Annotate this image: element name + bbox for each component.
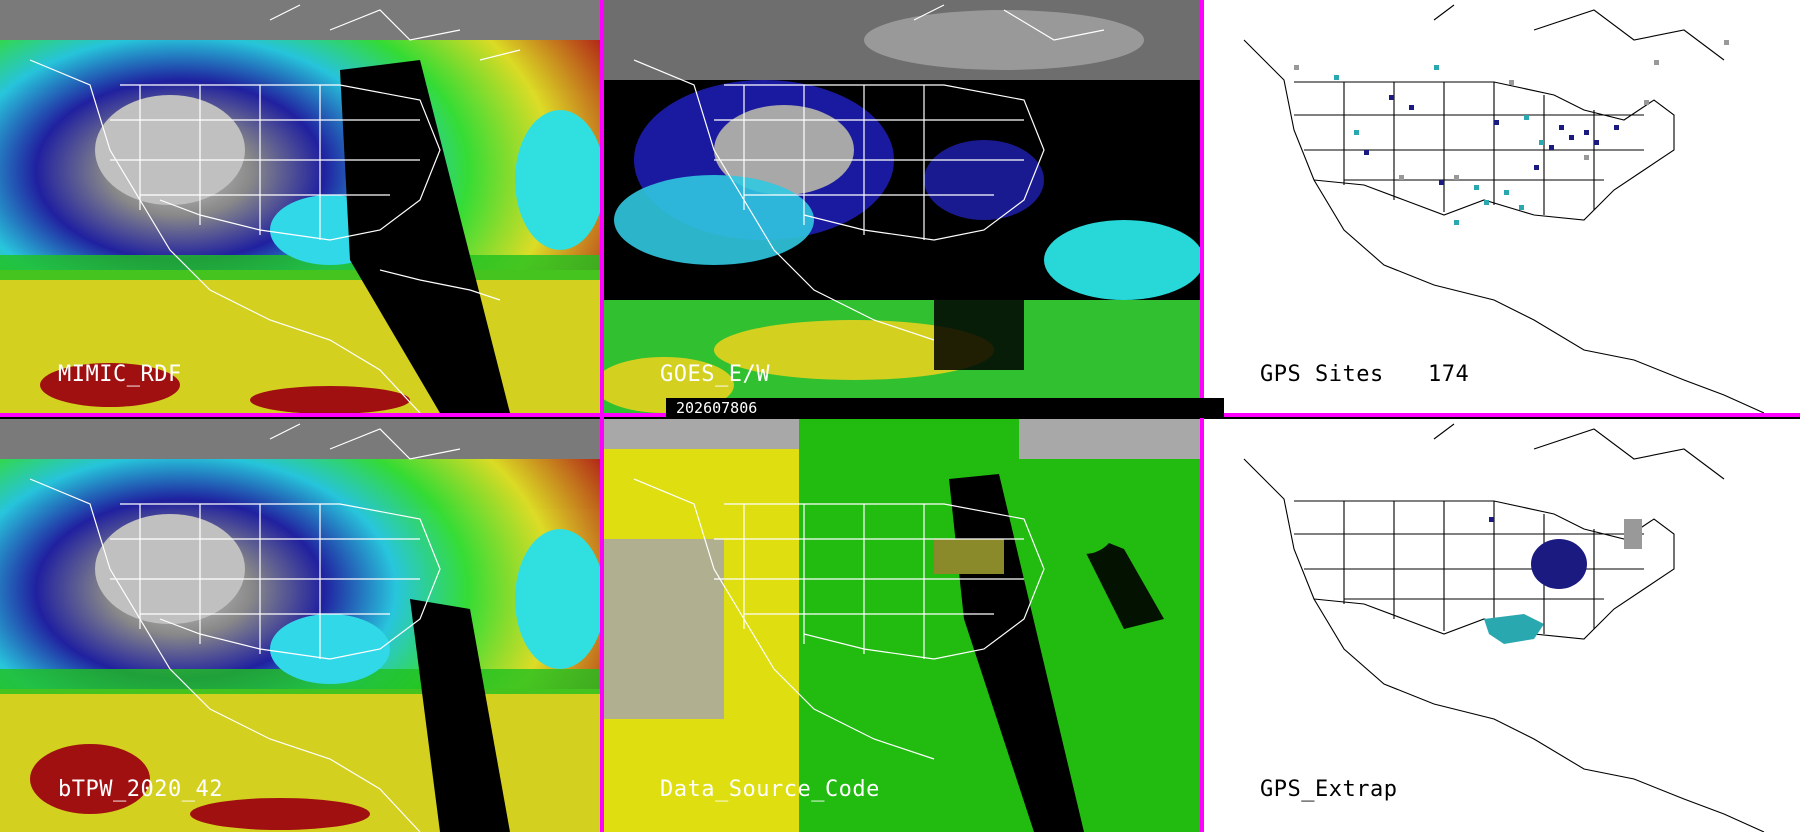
btpw-map bbox=[0, 419, 600, 832]
panel-gps-extrap: GPS_Extrap bbox=[1204, 419, 1800, 832]
data-source-code-map bbox=[604, 419, 1200, 832]
panel-label: Data_Source_Code bbox=[660, 777, 880, 802]
mimic-rdf-map bbox=[0, 0, 600, 413]
panel-label: GPS Sites bbox=[1260, 362, 1384, 387]
panel-label: bTPW_2020_42 bbox=[58, 777, 223, 802]
panel-label: GOES_E/W bbox=[660, 362, 770, 387]
panel-label: MIMIC_RDF bbox=[58, 362, 182, 387]
panel-mimic-rdf: MIMIC_RDF bbox=[0, 0, 600, 413]
timestamp-label: 202607806 bbox=[666, 398, 1224, 418]
gps-site-count: 174 bbox=[1428, 362, 1470, 387]
panel-label: GPS_Extrap bbox=[1260, 777, 1398, 802]
goes-ew-map bbox=[604, 0, 1200, 413]
panel-data-source-code: Data_Source_Code bbox=[604, 419, 1200, 832]
panel-gps-sites: GPS Sites 174 bbox=[1204, 0, 1800, 413]
gps-extrap-map bbox=[1204, 419, 1800, 832]
vertical-divider-left bbox=[600, 0, 604, 832]
gps-sites-map bbox=[1204, 0, 1800, 413]
panel-goes-ew: GOES_E/W bbox=[604, 0, 1200, 413]
panel-btpw: bTPW_2020_42 bbox=[0, 419, 600, 832]
